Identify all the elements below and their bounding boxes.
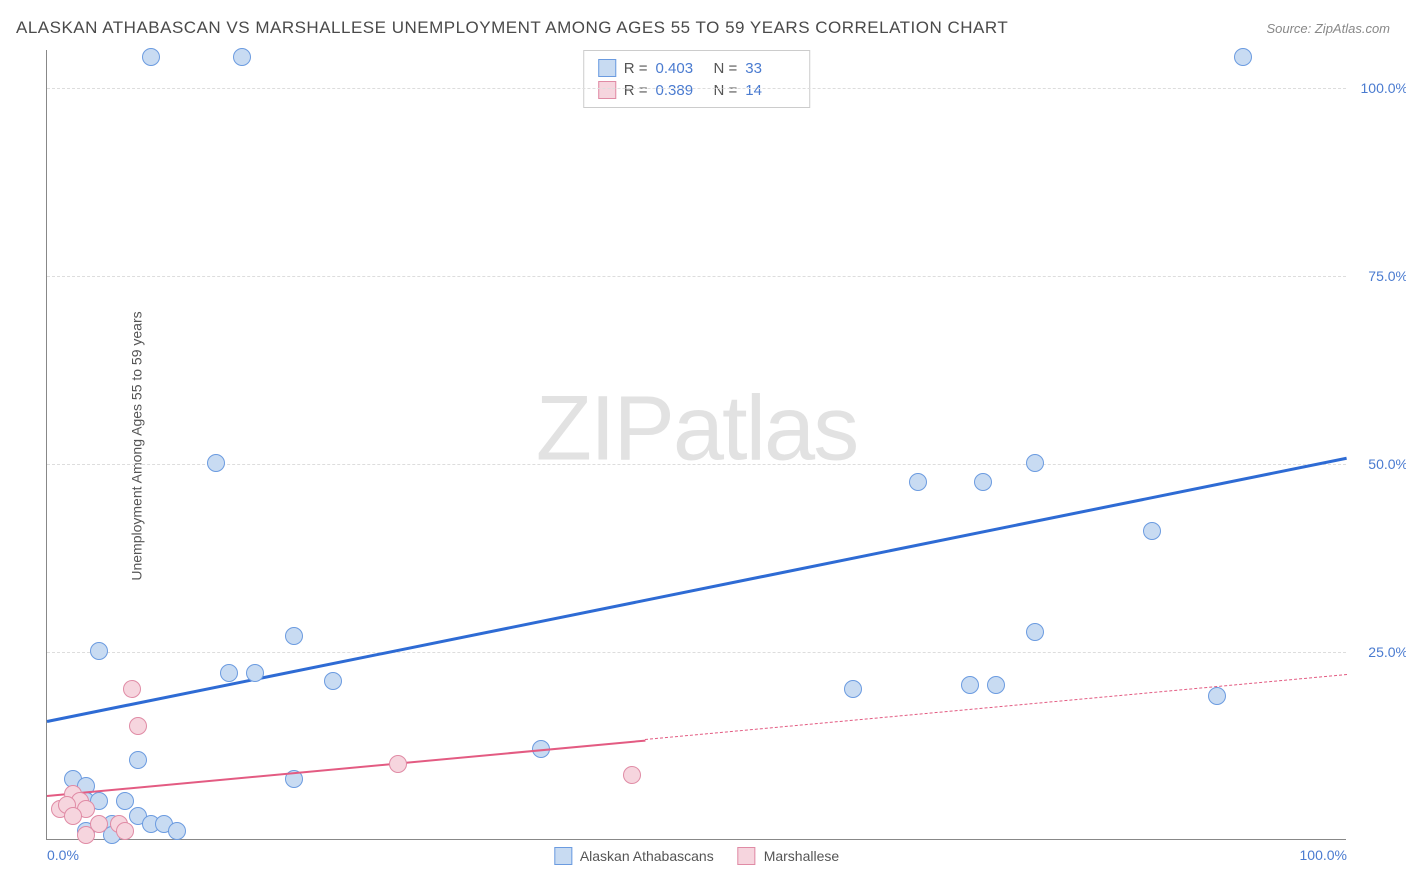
data-point xyxy=(64,807,82,825)
data-point xyxy=(142,48,160,66)
n-val-1: 14 xyxy=(745,82,795,99)
data-point xyxy=(961,676,979,694)
data-point xyxy=(129,751,147,769)
swatch-1 xyxy=(598,81,616,99)
data-point xyxy=(123,680,141,698)
y-tick-label: 50.0% xyxy=(1368,456,1406,472)
r-label: R = xyxy=(624,82,648,99)
legend-swatch-1 xyxy=(738,847,756,865)
x-tick-label: 0.0% xyxy=(47,847,79,863)
data-point xyxy=(324,672,342,690)
data-point xyxy=(1234,48,1252,66)
x-tick-label: 100.0% xyxy=(1300,847,1347,863)
y-tick-label: 100.0% xyxy=(1361,80,1406,96)
n-label: N = xyxy=(714,60,738,77)
correlation-legend: R = 0.403 N = 33 R = 0.389 N = 14 xyxy=(583,50,811,108)
legend-item-0: Alaskan Athabascans xyxy=(554,847,714,865)
n-label: N = xyxy=(714,82,738,99)
gridline xyxy=(47,464,1346,465)
data-point xyxy=(1026,623,1044,641)
data-point xyxy=(90,642,108,660)
swatch-0 xyxy=(598,59,616,77)
watermark: ZIPatlas xyxy=(536,376,857,481)
data-point xyxy=(220,664,238,682)
data-point xyxy=(1026,454,1044,472)
r-label: R = xyxy=(624,60,648,77)
corr-row-1: R = 0.389 N = 14 xyxy=(598,79,796,101)
gridline xyxy=(47,652,1346,653)
series-legend: Alaskan Athabascans Marshallese xyxy=(554,847,839,865)
data-point xyxy=(987,676,1005,694)
legend-item-1: Marshallese xyxy=(738,847,839,865)
legend-label-1: Marshallese xyxy=(764,848,839,864)
plot-area: ZIPatlas R = 0.403 N = 33 R = 0.389 N = … xyxy=(46,50,1346,840)
chart-title: ALASKAN ATHABASCAN VS MARSHALLESE UNEMPL… xyxy=(16,18,1008,38)
r-val-1: 0.389 xyxy=(656,82,706,99)
source-label: Source: ZipAtlas.com xyxy=(1266,21,1390,36)
data-point xyxy=(116,792,134,810)
data-point xyxy=(207,454,225,472)
data-point xyxy=(389,755,407,773)
corr-row-0: R = 0.403 N = 33 xyxy=(598,57,796,79)
data-point xyxy=(116,822,134,840)
data-point xyxy=(1143,522,1161,540)
y-tick-label: 75.0% xyxy=(1368,268,1406,284)
data-point xyxy=(1208,687,1226,705)
data-point xyxy=(168,822,186,840)
n-val-0: 33 xyxy=(745,60,795,77)
data-point xyxy=(233,48,251,66)
data-point xyxy=(623,766,641,784)
data-point xyxy=(246,664,264,682)
data-point xyxy=(129,717,147,735)
regression-line xyxy=(47,456,1348,722)
data-point xyxy=(844,680,862,698)
data-point xyxy=(974,473,992,491)
data-point xyxy=(77,826,95,844)
gridline xyxy=(47,276,1346,277)
legend-swatch-0 xyxy=(554,847,572,865)
legend-label-0: Alaskan Athabascans xyxy=(580,848,714,864)
r-val-0: 0.403 xyxy=(656,60,706,77)
chart-header: ALASKAN ATHABASCAN VS MARSHALLESE UNEMPL… xyxy=(16,18,1390,38)
y-tick-label: 25.0% xyxy=(1368,644,1406,660)
gridline xyxy=(47,88,1346,89)
data-point xyxy=(285,627,303,645)
data-point xyxy=(909,473,927,491)
